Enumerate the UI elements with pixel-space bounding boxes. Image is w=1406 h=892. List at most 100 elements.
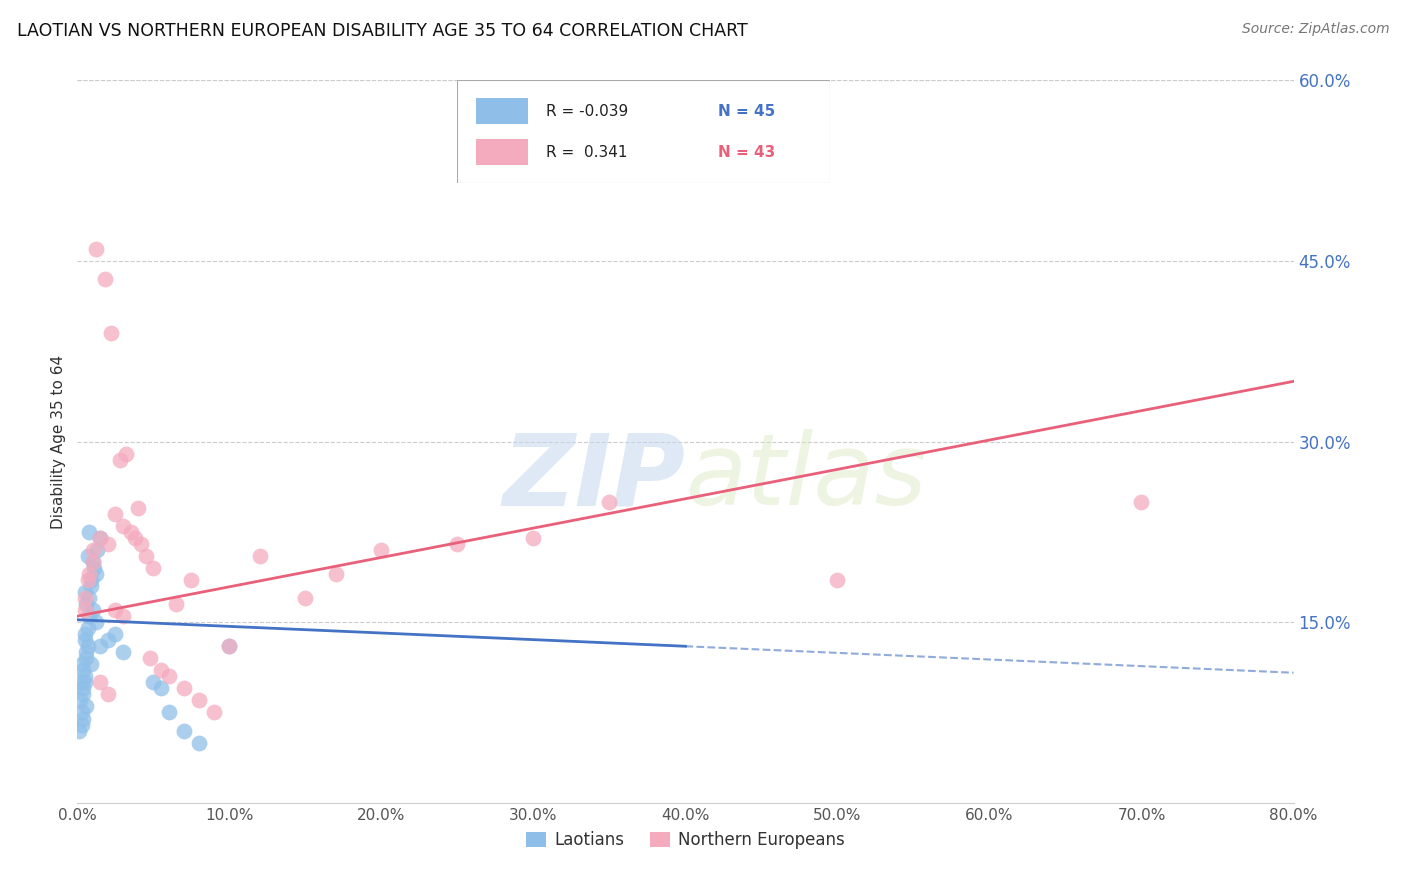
Point <box>84 567 107 582</box>
Text: atlas: atlas <box>686 429 927 526</box>
Text: R =  0.341: R = 0.341 <box>547 145 628 160</box>
Point <box>142 561 165 575</box>
Point <box>202 706 225 720</box>
Point <box>89 675 111 690</box>
Point <box>188 735 211 749</box>
Point <box>115 446 138 460</box>
Point <box>120 524 142 539</box>
Point <box>73 591 96 606</box>
Text: Source: ZipAtlas.com: Source: ZipAtlas.com <box>1241 22 1389 37</box>
Point <box>129 537 152 551</box>
Point <box>1130 494 1153 508</box>
Point <box>157 669 180 683</box>
Point <box>111 609 134 624</box>
Text: N = 45: N = 45 <box>718 103 775 119</box>
Point <box>79 609 101 624</box>
Point <box>108 452 131 467</box>
Point <box>249 549 271 563</box>
Point <box>180 573 202 587</box>
Point <box>104 627 127 641</box>
Point <box>80 657 103 672</box>
Point <box>97 633 120 648</box>
Point <box>100 326 122 341</box>
Point <box>72 712 94 726</box>
Point <box>82 555 104 569</box>
Point <box>325 567 347 582</box>
Point <box>149 664 172 678</box>
Point <box>84 242 107 256</box>
Point <box>173 723 195 738</box>
Point <box>127 500 149 515</box>
Point <box>83 561 105 575</box>
Point <box>97 687 120 701</box>
Point <box>72 664 94 678</box>
Point <box>72 681 94 696</box>
Point <box>77 639 100 653</box>
Text: ZIP: ZIP <box>502 429 686 526</box>
Point <box>73 633 96 648</box>
Point <box>70 717 93 731</box>
Point <box>86 542 108 557</box>
Y-axis label: Disability Age 35 to 64: Disability Age 35 to 64 <box>51 354 66 529</box>
Point <box>522 531 544 545</box>
Point <box>165 597 187 611</box>
Point <box>370 542 392 557</box>
Point <box>218 639 240 653</box>
Point <box>82 555 104 569</box>
Point <box>149 681 172 696</box>
Point <box>73 675 96 690</box>
Legend: Laotians, Northern Europeans: Laotians, Northern Europeans <box>520 824 851 856</box>
Point <box>157 706 180 720</box>
Point <box>93 272 115 286</box>
Point <box>218 639 240 653</box>
Point <box>111 645 134 659</box>
Point <box>80 579 103 593</box>
Point <box>97 537 120 551</box>
Point <box>79 591 101 606</box>
Point <box>111 519 134 533</box>
Point <box>77 573 100 587</box>
Point <box>77 621 100 635</box>
Point <box>104 507 127 521</box>
Point <box>72 687 94 701</box>
Point <box>73 627 96 641</box>
Point <box>77 549 100 563</box>
Point <box>135 549 157 563</box>
FancyBboxPatch shape <box>457 80 830 183</box>
Point <box>73 585 96 599</box>
Point <box>75 651 97 665</box>
Point <box>70 706 93 720</box>
Point <box>827 573 849 587</box>
Point <box>70 675 93 690</box>
Point <box>67 723 90 738</box>
Point <box>79 567 101 582</box>
Point <box>188 693 211 707</box>
Point <box>73 669 96 683</box>
Point <box>82 542 104 557</box>
Point <box>84 615 107 630</box>
Point <box>598 494 620 508</box>
Point <box>75 645 97 659</box>
Point <box>89 531 111 545</box>
Point <box>69 693 91 707</box>
Point <box>82 603 104 617</box>
Text: LAOTIAN VS NORTHERN EUROPEAN DISABILITY AGE 35 TO 64 CORRELATION CHART: LAOTIAN VS NORTHERN EUROPEAN DISABILITY … <box>17 22 748 40</box>
Point <box>80 573 103 587</box>
Point <box>294 591 316 606</box>
Point <box>446 537 468 551</box>
Point <box>73 603 96 617</box>
Point <box>104 603 127 617</box>
FancyBboxPatch shape <box>475 139 527 165</box>
Point <box>75 597 97 611</box>
Point <box>89 531 111 545</box>
Point <box>70 657 93 672</box>
Point <box>75 699 97 714</box>
Point <box>139 651 162 665</box>
Text: R = -0.039: R = -0.039 <box>547 103 628 119</box>
Point <box>173 681 195 696</box>
FancyBboxPatch shape <box>475 98 527 124</box>
Text: N = 43: N = 43 <box>718 145 775 160</box>
Point <box>142 675 165 690</box>
Point <box>124 531 146 545</box>
Point <box>89 639 111 653</box>
